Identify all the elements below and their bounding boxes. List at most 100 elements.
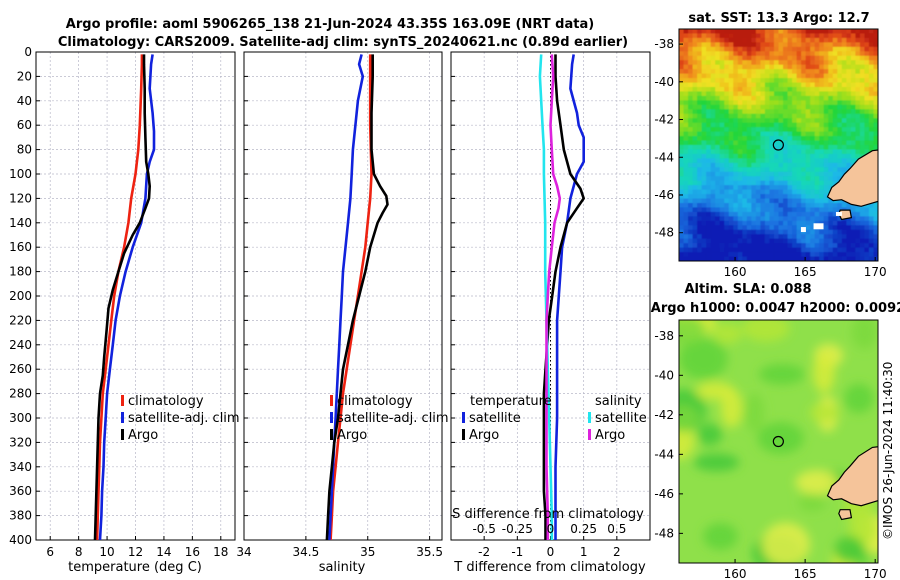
sst-cell [692,162,698,168]
sst-cell [769,42,775,48]
sst-cell [742,167,748,173]
sst-cell [873,234,878,240]
sst-cell [769,176,775,182]
sst-cell [787,203,793,209]
sst-cell [710,189,716,195]
sst-cell [773,194,780,200]
sst-cell [692,55,698,61]
sst-cell [823,256,829,261]
sst-cell [706,46,712,52]
sst-cell [697,42,703,48]
sst-cell [692,95,698,101]
sst-cell [692,229,698,235]
sst-cell [773,100,780,106]
sst-cell [769,51,775,57]
sst-cell [801,256,807,261]
sst-cell [796,149,802,155]
sst-cell [814,29,820,35]
x-axis-label: T difference from climatology [453,560,646,575]
sst-cell [828,247,834,253]
sst-cell [728,29,734,35]
sst-cell [828,153,834,159]
sst-cell [688,180,694,186]
sst-cell [724,60,730,66]
sst-cell [832,78,838,84]
sst-cell [864,149,870,155]
sst-cell [819,42,825,48]
sst-cell [724,140,730,146]
sst-cell [742,136,748,142]
sst-cell [796,256,802,261]
sst-cell [810,238,816,244]
sst-cell [828,46,834,52]
sst-cell [692,149,698,155]
sst-cell [801,207,807,213]
sst-cell [737,216,743,222]
sst-cell [796,207,802,213]
sst-cell [764,78,771,84]
sst-cell [760,198,766,204]
sst-cell [746,252,752,258]
sst-cell [846,29,852,35]
coastline [826,149,878,207]
sst-cell [792,194,798,200]
sst-cell [810,198,816,204]
sst-cell [859,118,866,124]
sst-cell [873,73,878,79]
sst-cell [805,42,811,48]
sst-cell [751,234,757,240]
sst-cell [773,82,780,88]
sst-cell [868,234,875,240]
sst-cell [764,109,771,115]
sst-cell [850,55,856,61]
sst-cell [733,167,739,173]
sst-cell [760,207,766,213]
sst-cell [796,136,802,142]
sst-cell [710,55,716,61]
sst-cell [841,220,847,226]
sst-cell [710,127,716,133]
sst-cell [715,55,721,61]
sst-cell [737,180,743,186]
sst-cell [828,60,834,66]
sst-cell [787,37,793,43]
sst-cell [837,113,843,119]
sst-cell [832,167,838,173]
sst-cell [832,109,838,115]
sst-cell [764,207,771,213]
sst-cell [764,37,771,43]
sst-cell [715,149,721,155]
sst-cell [868,207,875,213]
sst-cell [764,131,771,137]
sst-cell [792,69,798,75]
sst-cell [715,203,721,209]
sst-cell [679,194,685,200]
sst-cell [805,167,811,173]
sst-cell [810,42,816,48]
sst-cell [724,158,730,164]
sst-cell [783,122,789,128]
sst-cell [737,91,743,97]
sst-cell [697,78,703,84]
sst-cell [701,37,707,43]
sst-cell [742,118,748,124]
sst-cell [697,64,703,70]
sst-cell [859,238,866,244]
sst-cell [706,60,712,66]
sst-cell [764,198,771,204]
sst-cell [801,118,807,124]
sst-cell [819,69,825,75]
sst-cell [787,229,793,235]
sst-cell [778,203,784,209]
sst-cell [715,189,721,195]
sst-cell [746,127,752,133]
sst-cell [796,29,802,35]
sst-cell [755,42,762,48]
sst-cell [719,69,725,75]
sst-cell [764,140,771,146]
sst-cell [688,149,694,155]
sst-cell [819,216,825,222]
sst-cell [792,247,798,253]
sst-cell [692,153,698,159]
sst-cell [733,256,739,261]
